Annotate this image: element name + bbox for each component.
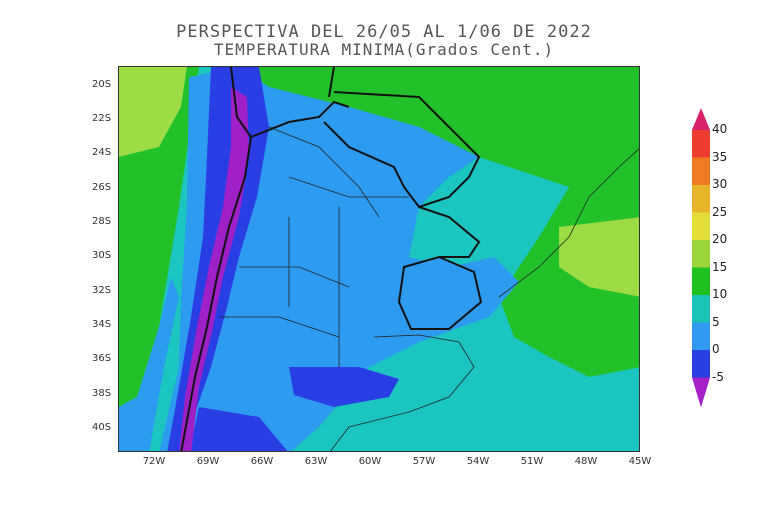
colorbar-label: 40 [712,122,728,136]
colorbar-bottom-arrow [692,377,710,408]
lon-label: 66W [250,456,274,467]
colorbar [692,108,710,408]
lon-label: 69W [196,456,220,467]
province-lines [219,126,409,367]
cold-zone-south [289,367,399,407]
lon-label: 54W [466,456,490,467]
coastline [330,334,475,451]
colorbar-segment [692,267,710,296]
lat-label: 28S [92,216,112,227]
colorbar-label: -5 [712,369,724,384]
brazil-coast [498,148,639,298]
colorbar-segment [692,130,710,158]
lat-label: 34S [92,319,112,330]
colorbar-label: 30 [712,177,728,191]
mild-zone-east [559,217,639,297]
colorbar-label: 25 [712,204,728,219]
colorbar-segment [692,322,710,351]
lat-label: 40S [92,422,112,433]
colorbar-segment [692,157,710,186]
cool-zone-uruguay [399,257,484,329]
warm-zone-pacific [119,67,199,407]
border-bolivia [250,100,350,138]
lat-label: 38S [92,388,112,399]
border-paraguay [323,67,481,209]
cool-zone-pacific [119,277,179,451]
lon-label: 72W [142,456,166,467]
colorbar-label: 15 [712,259,728,274]
lon-label: 48W [574,456,598,467]
colorbar-label: 20 [712,232,728,246]
lat-label: 26S [92,182,112,193]
freezing-zone-andes [179,87,249,451]
colorbar-label: 5 [712,314,720,329]
cold-zone-patagonia [189,407,288,451]
lat-label: 22S [92,113,112,124]
map-title: PERSPECTIVA DEL 26/05 AL 1/06 DE 2022 [176,22,592,42]
lat-label: 36S [92,353,112,364]
border-andes [180,67,253,451]
lon-label: 57W [412,456,436,467]
colorbar-segment [692,295,710,323]
colorbar-segment [692,350,710,378]
border-uruguay [397,255,483,330]
colorbar-top-arrow [692,108,710,130]
lat-label: 24S [92,147,112,158]
lon-label: 60W [358,456,382,467]
colorbar-label: 10 [712,287,728,301]
border-brazil-arg [418,206,481,258]
mild-zone-pacific [119,67,187,157]
lat-label: 20S [92,79,112,90]
colorbar-segment [692,212,710,241]
temperature-map [118,66,640,452]
warm-zone-northeast [239,67,639,377]
colorbar-label: 35 [712,149,728,164]
colorbar-segment [692,185,710,213]
lon-label: 45W [628,456,652,467]
colorbar-label: 0 [712,342,720,356]
colorbar-segment [692,240,710,268]
lat-label: 30S [92,250,112,261]
lat-label: 32S [92,285,112,296]
map-subtitle: TEMPERATURA MINIMA(Grados Cent.) [213,40,555,59]
lon-label: 63W [304,456,328,467]
lon-label: 51W [520,456,544,467]
